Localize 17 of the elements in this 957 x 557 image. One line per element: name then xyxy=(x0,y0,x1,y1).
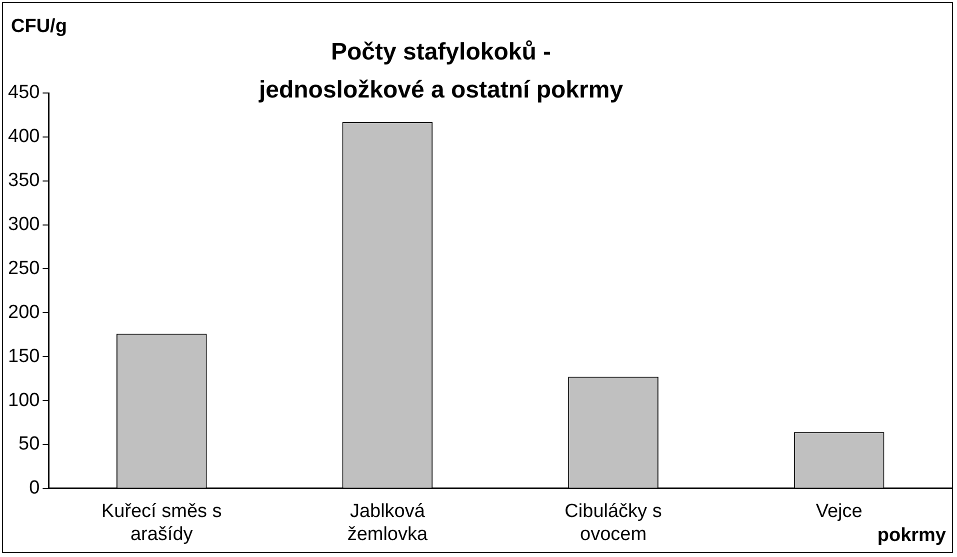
y-tick-label: 450 xyxy=(8,82,40,104)
x-tick-label: Jablková žemlovka xyxy=(347,501,428,545)
x-tick-label: Kuřecí směs s arašídy xyxy=(101,501,222,545)
x-tick-label: Vejce xyxy=(816,501,862,522)
y-tick-label: 50 xyxy=(18,434,40,455)
x-axis-title: pokrmy xyxy=(877,525,946,546)
y-tick-label: 350 xyxy=(8,170,40,192)
y-tick-label: 100 xyxy=(8,390,40,411)
x-tick-label: Cibuláčky s ovocem xyxy=(564,501,662,545)
chart-title: Počty stafylokoků - jednosložkové a ostatní pokrmy xyxy=(258,38,624,104)
y-tick-label: 200 xyxy=(8,302,40,323)
y-axis-title: CFU/g xyxy=(11,16,67,38)
y-tick-label: 0 xyxy=(29,478,40,499)
y-tick-label: 300 xyxy=(8,214,40,236)
y-tick-label: 400 xyxy=(8,126,40,148)
y-tick-label: 250 xyxy=(8,258,40,279)
y-tick-label: 150 xyxy=(8,346,40,367)
